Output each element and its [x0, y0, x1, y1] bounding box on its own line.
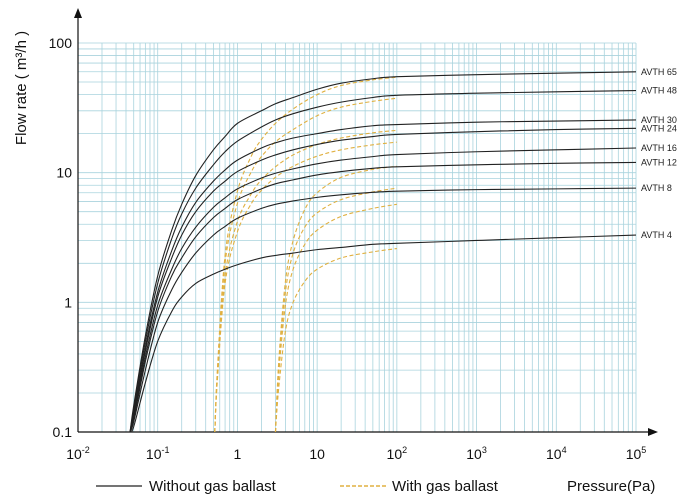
series-label-avth-30: AVTH 30: [641, 115, 677, 125]
gas-ballast-curve-3: [214, 129, 397, 433]
gas-ballast-curve-5: [274, 165, 397, 433]
gas-ballast-curve-4: [214, 141, 397, 433]
series-label-avth-8: AVTH 8: [641, 183, 672, 193]
grid: [78, 42, 637, 432]
x-tick-label: 1: [234, 446, 242, 462]
y-tick-label: 1: [64, 294, 72, 310]
curve-avth-24: [129, 127, 637, 433]
flow-curves: [129, 71, 637, 433]
x-tick-label: 102: [387, 445, 408, 462]
series-label-avth-12: AVTH 12: [641, 157, 677, 167]
x-tick-label: 103: [466, 445, 487, 462]
x-tick-label: 10: [309, 446, 325, 462]
gas-ballast-curve-7: [274, 203, 397, 433]
x-tick-label: 10-2: [66, 445, 90, 462]
curve-avth-48: [129, 89, 637, 433]
gas-ballast-curve-2: [214, 97, 397, 433]
x-axis-title: Pressure(Pa): [567, 478, 655, 495]
curve-avth-8: [129, 187, 637, 433]
x-tick-label: 105: [626, 445, 647, 462]
y-axis-arrow: [74, 8, 82, 18]
series-label-avth-24: AVTH 24: [641, 123, 677, 133]
y-tick-labels: 0.1 1 10 100: [49, 35, 73, 440]
x-tick-label: 10-1: [146, 445, 170, 462]
y-tick-label: 0.1: [53, 424, 73, 440]
gas-ballast-curve-6: [274, 187, 397, 433]
gas-ballast-curve-1: [214, 76, 397, 433]
legend-label-with-ballast: With gas ballast: [392, 478, 499, 495]
series-label-avth-4: AVTH 4: [641, 230, 672, 240]
legend: Without gas ballast With gas ballast Pre…: [96, 478, 655, 495]
y-tick-label: 10: [56, 165, 72, 181]
y-axis-title: Flow rate ( m³/h ): [13, 31, 30, 145]
series-label-avth-16: AVTH 16: [641, 143, 677, 153]
series-label-avth-48: AVTH 48: [641, 86, 677, 96]
series-label-avth-65: AVTH 65: [641, 67, 677, 77]
curve-avth-65: [129, 71, 637, 433]
y-tick-label: 100: [49, 35, 73, 51]
legend-label-without-ballast: Without gas ballast: [149, 478, 277, 495]
axes: [74, 8, 658, 436]
x-axis-arrow: [648, 428, 658, 436]
x-tick-labels: 10-2 10-1 1 10 102 103 104 105: [66, 445, 646, 462]
curve-avth-16: [129, 147, 637, 433]
gas-ballast-curves: [214, 76, 397, 433]
curve-avth-30: [129, 119, 637, 433]
curve-avth-4: [129, 234, 637, 433]
gas-ballast-curve-8: [274, 247, 397, 433]
curve-avth-12: [129, 161, 637, 433]
x-tick-label: 104: [546, 445, 567, 462]
